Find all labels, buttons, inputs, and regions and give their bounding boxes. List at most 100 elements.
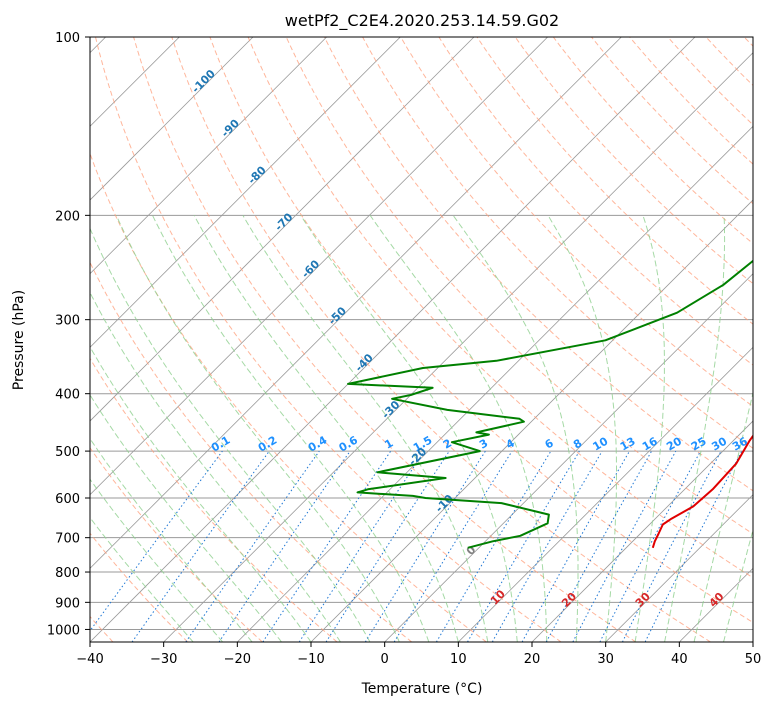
x-tick-label: 10: [450, 652, 467, 667]
mixing-ratio-label: 2: [441, 437, 454, 452]
isotherm-line: [679, 567, 753, 642]
y-tick-label: 1000: [47, 623, 80, 638]
x-tick-label: −30: [150, 652, 177, 667]
background-line-labels: 0.1 0.2 0.4 0.6 1 1.5 2 3 4 6 8 10 13 16 20 25 30 36-100-…: [189, 67, 750, 610]
mixing-ratio-line: [185, 450, 320, 642]
isotherm-label: 40: [707, 590, 727, 610]
moist-adiabat-line: [300, 215, 518, 642]
isotherm-line: [384, 273, 753, 642]
isotherm-label: -90: [219, 116, 242, 139]
isotherm-label: -10: [433, 492, 456, 515]
mixing-ratio-label: 6: [543, 436, 556, 451]
isotherm-label: -100: [189, 67, 218, 96]
dry-adiabat-line: [90, 261, 413, 642]
dry-adiabat-line: [552, 37, 753, 245]
moist-adiabat-line: [90, 516, 194, 642]
mixing-ratio-line: [131, 450, 270, 642]
dewpoint-profile-line: [347, 259, 753, 549]
dry-adiabat-line: [95, 37, 562, 642]
x-axis: −40 −30 −20 −10 0 10 20 30 40 50: [76, 642, 761, 667]
y-axis-label: Pressure (hPa): [11, 290, 27, 390]
y-tick-label: 800: [55, 566, 80, 581]
isotherm-label: -70: [272, 210, 295, 233]
isotherm-line: [752, 641, 753, 642]
isotherm-label: -80: [246, 163, 269, 186]
moist-adiabat-line: [90, 478, 223, 642]
moist-adiabat-line: [152, 215, 430, 642]
moist-adiabat-line: [90, 394, 282, 642]
dry-adiabat-line: [247, 37, 753, 579]
dry-adiabat-line: [90, 152, 487, 642]
moist-adiabat-line: [90, 437, 253, 642]
mixing-ratio-line: [218, 450, 351, 642]
isotherm-line: [90, 37, 327, 275]
chart-title: wetPf2_C2E4.2020.253.14.59.G02: [285, 11, 559, 31]
mixing-ratio-line: [393, 450, 513, 642]
plot-frame: [89, 36, 754, 643]
isotherm-line: [90, 37, 254, 201]
dry-adiabat-line: [90, 446, 263, 642]
mixing-ratio-line: [298, 450, 425, 642]
isotherm-label: -60: [299, 257, 322, 280]
isotherm-line: [458, 346, 753, 642]
isotherm-line: [90, 37, 475, 422]
mixing-ratio-line: [262, 450, 392, 642]
dry-adiabat-line: [209, 37, 753, 623]
y-tick-label: 700: [55, 532, 80, 547]
isotherm-line: [237, 125, 753, 642]
moist-adiabat-line: [369, 215, 548, 642]
moist-adiabat-line: [547, 215, 617, 642]
isotherm-label: -50: [326, 304, 349, 327]
dry-adiabat-line: [667, 37, 753, 126]
y-tick-label: 500: [55, 445, 80, 460]
moist-adiabat-line: [90, 227, 371, 642]
moist-adiabat-line: [452, 215, 579, 642]
background-lines: [90, 37, 753, 642]
x-tick-label: −20: [224, 652, 251, 667]
dry-adiabat-line: [514, 37, 753, 285]
isotherm-line: [90, 37, 548, 496]
mixing-ratio-line: [545, 450, 653, 642]
isotherm-line: [605, 494, 753, 642]
isotherm-line: [90, 37, 696, 642]
temperature-profile-line: [651, 434, 753, 549]
isotherm-line: [90, 37, 622, 569]
isotherm-label: 10: [488, 587, 508, 607]
dry-adiabat-line: [476, 37, 753, 325]
mixing-ratio-line: [467, 450, 580, 642]
mixing-ratio-line: [599, 450, 701, 642]
mixing-ratio-line: [572, 450, 677, 642]
y-axis: 100 200 300 400 500 600 700 800 900 1000: [47, 31, 90, 638]
y-tick-label: 300: [55, 314, 80, 329]
y-tick-label: 600: [55, 492, 80, 507]
x-tick-label: 50: [745, 652, 762, 667]
mixing-ratio-line: [621, 450, 722, 642]
isotherm-line: [531, 420, 753, 642]
mixing-ratio-label: 1: [382, 437, 395, 452]
x-tick-label: 0: [381, 652, 389, 667]
mixing-ratio-line: [644, 450, 743, 642]
mixing-ratio-line: [521, 450, 630, 642]
isotherm-label: -40: [353, 351, 376, 374]
y-tick-label: 900: [55, 596, 80, 611]
moist-adiabat-line: [115, 215, 400, 642]
x-tick-label: 30: [597, 652, 614, 667]
isotherm-label: 20: [559, 590, 579, 610]
isotherm-line: [90, 37, 401, 348]
x-tick-label: 40: [671, 652, 688, 667]
moist-adiabat-line: [90, 345, 312, 642]
dry-adiabat-line: [743, 37, 753, 47]
dry-adiabat-line: [400, 37, 753, 407]
moist-adiabat-line: [90, 291, 341, 642]
series-layer: [347, 259, 753, 549]
moist-adiabat-line: [693, 390, 753, 642]
mixing-ratio-line: [325, 450, 450, 642]
dry-adiabat-line: [90, 532, 189, 642]
isotherm-line: [163, 52, 753, 642]
x-tick-label: 20: [524, 652, 541, 667]
isotherm-line: [310, 199, 753, 642]
y-tick-label: 400: [55, 388, 80, 403]
mixing-ratio-label: 3: [477, 437, 490, 452]
mixing-ratio-line: [90, 450, 223, 632]
